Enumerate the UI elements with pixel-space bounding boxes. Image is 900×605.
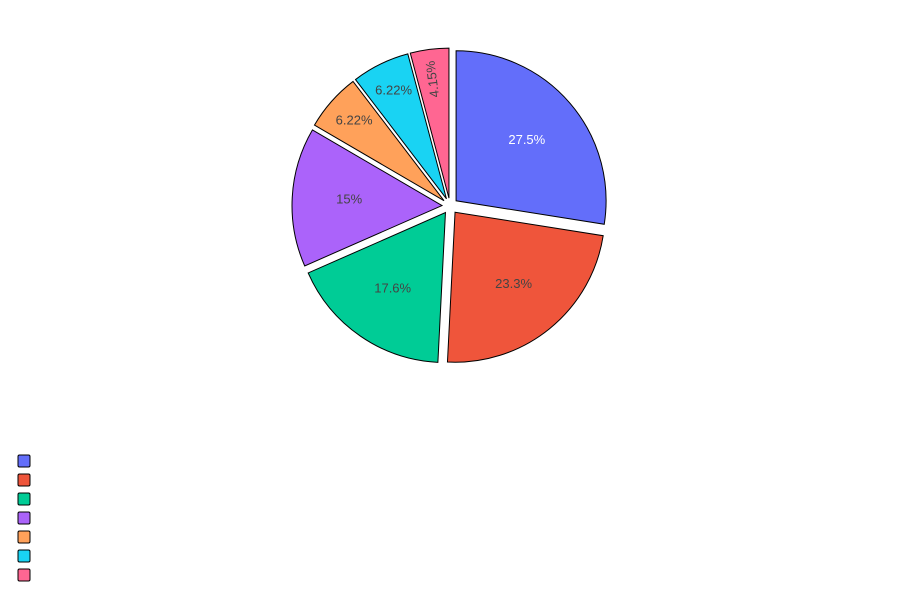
legend-swatch-3[interactable] — [17, 492, 31, 506]
pie-label-5: 6.22% — [336, 113, 373, 128]
pie-slice-6[interactable] — [354, 53, 447, 200]
legend-swatch-5[interactable] — [17, 530, 31, 544]
pie-label-1: 27.5% — [508, 132, 545, 147]
legend-swatch-7[interactable] — [17, 568, 31, 582]
pie-labels: 27.5% 23.3% 17.6% 15% 6.22%6.22% 4.15% — [336, 60, 546, 296]
pie-slice-7[interactable] — [409, 47, 450, 199]
legend-swatch-2[interactable] — [17, 473, 31, 487]
legend-swatch-1[interactable] — [17, 454, 31, 468]
pie-label-4: 15% — [336, 192, 362, 207]
pie-slice-4[interactable] — [291, 129, 444, 267]
pie-slice-5[interactable] — [313, 80, 445, 202]
pie-slice-3[interactable] — [307, 211, 446, 363]
pie-label-3: 17.6% — [374, 281, 411, 296]
legend — [17, 454, 31, 582]
pie-slice-1[interactable] — [455, 50, 607, 225]
pie-slice-2[interactable] — [446, 211, 604, 363]
pie-label-2: 23.3% — [495, 276, 532, 291]
legend-swatch-4[interactable] — [17, 511, 31, 525]
pie-slices — [291, 47, 607, 363]
pie-label-7: 4.15% — [422, 60, 442, 99]
pie-label-6: 6.22% — [375, 83, 412, 98]
legend-swatch-6[interactable] — [17, 549, 31, 563]
